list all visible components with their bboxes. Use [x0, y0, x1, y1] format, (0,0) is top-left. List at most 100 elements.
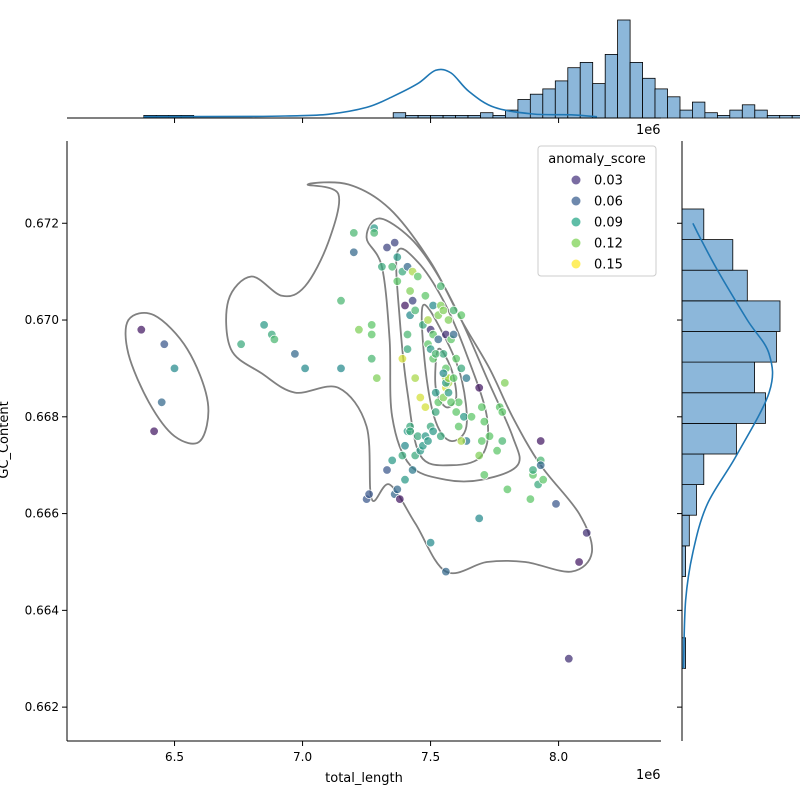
data-point	[448, 305, 459, 316]
histogram-bar	[592, 83, 606, 119]
histogram-bar	[667, 96, 681, 119]
data-point	[477, 436, 487, 446]
data-point	[528, 465, 538, 475]
data-point	[456, 436, 467, 446]
data-point	[413, 271, 423, 282]
data-point	[136, 325, 147, 335]
data-point	[349, 228, 359, 238]
histogram-bar	[681, 239, 734, 271]
histogram-bar	[629, 62, 643, 119]
data-point	[474, 513, 484, 524]
data-point	[443, 387, 454, 398]
data-point	[400, 300, 410, 311]
data-point	[451, 407, 461, 417]
data-point	[454, 421, 464, 432]
data-point	[446, 397, 456, 408]
kde-contour-1	[225, 181, 593, 575]
x-tick-label: 8.0	[549, 750, 568, 764]
histogram-bar	[692, 101, 706, 119]
data-point	[456, 310, 467, 320]
histogram-bar	[567, 67, 581, 119]
histogram-bar	[779, 115, 793, 119]
histogram-bar	[681, 545, 686, 577]
data-point	[582, 528, 592, 538]
histogram-bar	[704, 112, 718, 119]
data-point	[407, 465, 418, 475]
data-point	[479, 470, 490, 480]
data-point	[392, 276, 403, 287]
histogram-bar	[681, 514, 690, 547]
legend-marker	[571, 238, 581, 248]
data-point	[405, 286, 415, 296]
y-tick: 0.666	[25, 507, 67, 521]
x-tick: 7.5	[421, 741, 440, 764]
data-point	[525, 494, 536, 504]
top-offset-label: 1e6	[636, 123, 661, 138]
histogram-bar	[579, 62, 594, 119]
data-point	[169, 363, 180, 374]
histogram-bar	[681, 484, 697, 516]
data-point	[336, 296, 346, 306]
data-point	[474, 383, 484, 393]
data-point	[377, 262, 387, 272]
legend-marker	[571, 196, 581, 206]
histogram-bar	[681, 269, 748, 302]
axes: 6.5 7.0 7.5 8.0 0.662 0.664 0.666 0.668 0.670 0.6…	[25, 141, 661, 764]
histogram-bar	[604, 54, 619, 119]
histogram-bar	[554, 80, 569, 119]
x-tick: 8.0	[549, 741, 568, 764]
data-point	[397, 354, 408, 364]
histogram-bar	[681, 392, 766, 424]
y-tick: 0.664	[25, 603, 67, 617]
data-point	[402, 329, 413, 340]
data-point	[441, 566, 451, 577]
data-point	[259, 320, 269, 330]
data-point	[372, 373, 382, 383]
data-point	[456, 363, 467, 374]
data-point	[436, 431, 446, 441]
legend-frame	[537, 145, 657, 277]
histogram-bar	[754, 109, 768, 119]
x-tick: 6.5	[165, 741, 184, 764]
legend-marker	[571, 217, 581, 227]
marginal-histogram-x	[67, 19, 800, 123]
data-point	[392, 484, 403, 495]
data-point	[431, 407, 441, 417]
data-point	[269, 334, 280, 345]
data-point	[428, 426, 438, 437]
data-point	[367, 320, 377, 330]
data-point	[390, 237, 400, 248]
data-point	[300, 363, 310, 374]
kde-contours	[124, 181, 593, 575]
data-point	[400, 441, 410, 451]
data-point	[551, 499, 561, 509]
data-point	[415, 392, 426, 403]
histogram-bar	[480, 112, 494, 119]
data-point	[438, 305, 449, 316]
legend-label: 0.03	[594, 174, 623, 189]
data-point	[497, 436, 508, 446]
data-point	[382, 242, 392, 253]
histogram-bar	[681, 331, 777, 363]
histogram-bar	[681, 300, 781, 332]
data-point	[397, 450, 408, 461]
x-offset-label: 1e6	[636, 768, 661, 783]
data-point	[290, 349, 300, 359]
data-point	[536, 460, 546, 470]
data-point	[484, 431, 495, 441]
data-point	[574, 557, 584, 567]
histogram-bar	[642, 77, 656, 119]
data-point	[349, 247, 359, 258]
data-point	[423, 315, 433, 325]
data-point	[410, 305, 420, 316]
scatter-plot-area	[124, 181, 593, 664]
legend-title: anomaly_score	[548, 152, 646, 167]
histogram-bar	[392, 112, 407, 119]
data-point	[407, 296, 418, 306]
y-tick-label: 0.664	[25, 603, 59, 617]
data-point	[448, 373, 459, 383]
y-tick-label: 0.668	[25, 410, 59, 424]
histogram-bar	[517, 99, 531, 119]
data-point	[156, 397, 167, 408]
histogram-bar	[681, 453, 705, 486]
